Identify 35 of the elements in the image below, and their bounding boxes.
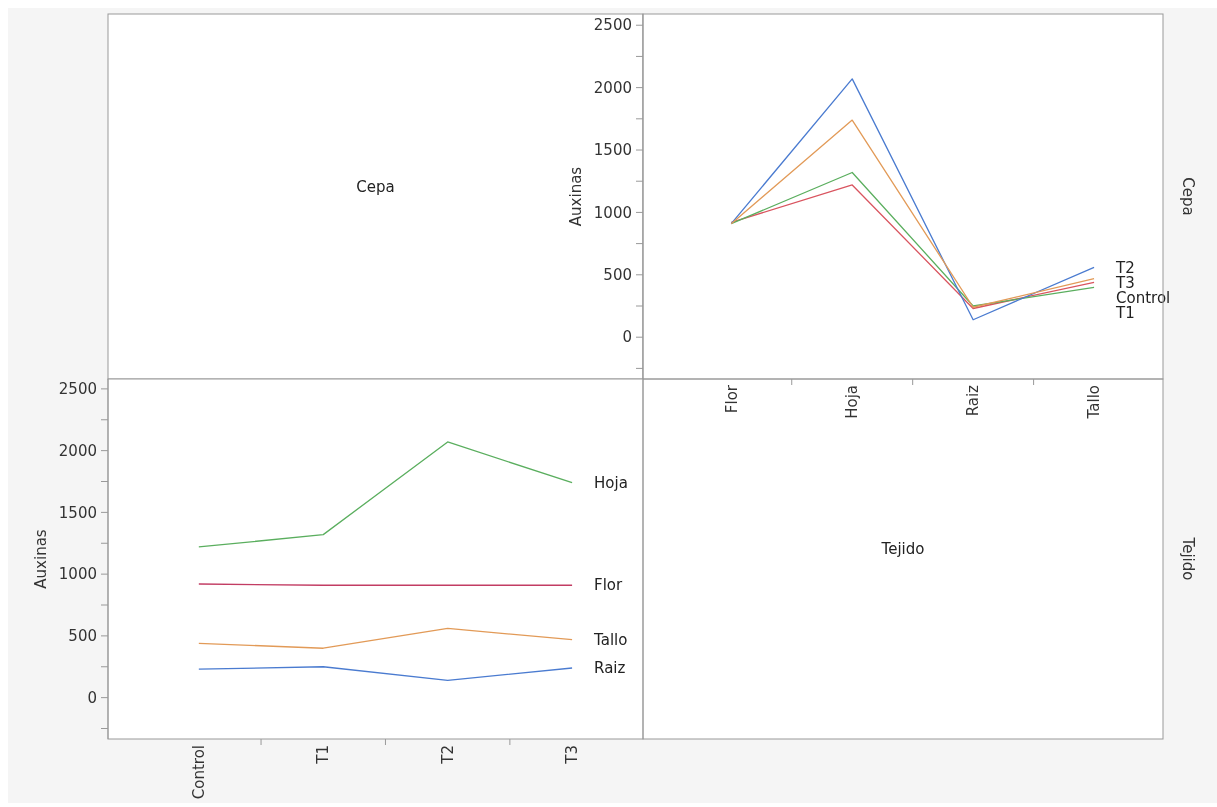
x-tick-label: Raiz — [964, 384, 983, 417]
x-tick-label: T2 — [438, 745, 457, 765]
y-tick-label: 1500 — [58, 503, 97, 522]
y-axis-title: Auxinas — [567, 166, 585, 227]
x-tick-label: Flor — [722, 384, 741, 414]
y-tick-label: 2000 — [593, 78, 632, 97]
y-tick-label: 2500 — [58, 380, 97, 399]
text: Tejido — [1178, 536, 1197, 581]
line-series — [198, 627, 573, 649]
text: Cepa — [356, 177, 395, 196]
y-tick-label: 1000 — [593, 203, 632, 222]
series-label: Hoja — [594, 473, 628, 492]
x-tick-label: Tallo — [1085, 385, 1104, 420]
y-tick-label: 1000 — [58, 565, 97, 584]
x-tick-label: Control — [190, 745, 209, 800]
x-tick-label: T1 — [314, 745, 333, 765]
y-tick-label: 2500 — [593, 16, 632, 35]
text: Cepa — [1178, 177, 1197, 216]
line-series — [198, 666, 573, 681]
x-tick-label: T3 — [563, 745, 582, 765]
line-series — [198, 441, 573, 548]
y-tick-label: 500 — [603, 266, 632, 285]
series-label: Tallo — [593, 630, 628, 649]
y-tick-label: 0 — [622, 328, 632, 347]
y-tick-label: 500 — [68, 627, 97, 646]
y-tick-label: 0 — [87, 688, 97, 707]
series-label: Flor — [594, 576, 624, 595]
y-tick-label: 1500 — [593, 141, 632, 160]
x-tick-label: Hoja — [843, 385, 862, 419]
line-series — [730, 119, 1095, 308]
y-axis-title: Auxinas — [32, 529, 50, 589]
y-tick-label: 2000 — [58, 441, 97, 460]
text: Tejido — [880, 540, 925, 558]
line-series — [730, 78, 1095, 321]
series-label: Raiz — [594, 659, 626, 678]
